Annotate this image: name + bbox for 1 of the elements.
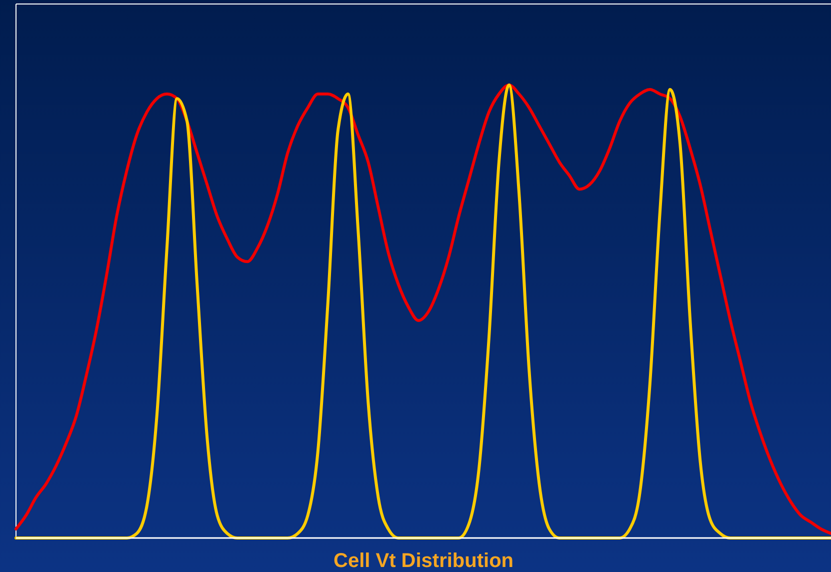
x-axis-title: Cell Vt Distribution bbox=[334, 550, 514, 572]
